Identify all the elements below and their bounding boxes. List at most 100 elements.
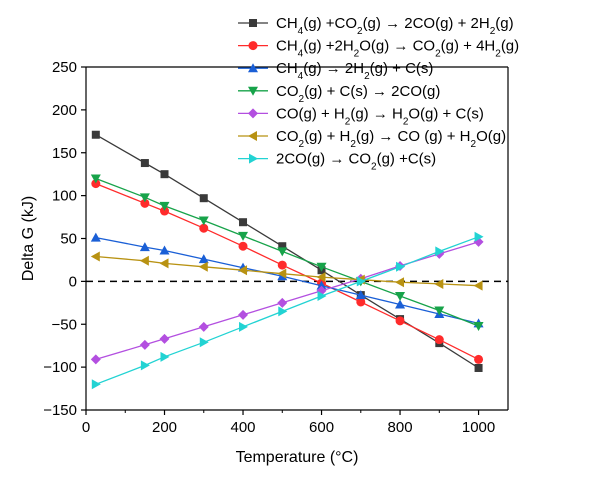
data-point bbox=[199, 194, 208, 203]
data-point bbox=[356, 276, 366, 287]
legend-entry-5: CO(g) + H2(g) → H2O(g) + C(s) bbox=[238, 105, 484, 127]
x-tick-label: 0 bbox=[82, 419, 90, 436]
legend-text: (g) bbox=[495, 15, 513, 32]
legend-text: (g) bbox=[501, 38, 519, 55]
legend-text: CO bbox=[276, 83, 299, 100]
data-point bbox=[140, 198, 150, 208]
legend-text: CH bbox=[276, 60, 298, 77]
data-point bbox=[198, 254, 209, 264]
data-point bbox=[160, 170, 169, 179]
legend-subscript: 2 bbox=[403, 116, 409, 127]
legend-text: (g) + H bbox=[304, 128, 350, 145]
data-point bbox=[396, 261, 406, 272]
legend-subscript: 2 bbox=[490, 26, 496, 37]
data-point bbox=[277, 260, 287, 270]
data-point bbox=[395, 299, 406, 309]
data-point bbox=[356, 297, 366, 307]
legend-subscript: 2 bbox=[371, 161, 377, 172]
data-point bbox=[140, 360, 150, 371]
legend-text: (g) +CO bbox=[303, 15, 357, 32]
y-tick-label: 50 bbox=[60, 231, 77, 248]
legend-entry-3: CH4(g) → 2H2(g) + C(s) bbox=[238, 60, 433, 82]
legend-label: CH4(g) +2H2O(g) → CO2(g) + 4H2(g) bbox=[276, 38, 519, 60]
y-axis-label: Delta G (kJ) bbox=[20, 196, 37, 281]
data-point bbox=[159, 201, 170, 211]
legend: CH4(g) +CO2(g) → 2CO(g) + 2H2(g)CH4(g) +… bbox=[238, 15, 519, 172]
data-point bbox=[139, 242, 150, 252]
x-axis-label: Temperature (°C) bbox=[236, 449, 359, 466]
series-line bbox=[95, 236, 479, 385]
legend-marker bbox=[248, 63, 258, 73]
data-point bbox=[198, 321, 209, 332]
data-point bbox=[277, 297, 288, 308]
data-point bbox=[160, 351, 170, 362]
data-point bbox=[277, 268, 287, 279]
data-point bbox=[395, 316, 405, 326]
x-tick-label: 600 bbox=[309, 419, 334, 436]
legend-marker bbox=[248, 131, 257, 141]
data-point bbox=[238, 265, 248, 276]
data-point bbox=[198, 261, 208, 272]
legend-text: CO bbox=[276, 128, 299, 145]
data-point bbox=[473, 280, 483, 291]
legend-subscript: 2 bbox=[471, 139, 477, 150]
data-point bbox=[90, 174, 101, 184]
legend-subscript: 2 bbox=[350, 139, 356, 150]
legend-entry-4: CO2(g) + C(s) → 2CO(g) bbox=[238, 83, 440, 104]
y-tick-label: 200 bbox=[52, 102, 77, 119]
y-tick-label: 250 bbox=[52, 59, 77, 76]
data-point bbox=[316, 262, 327, 272]
legend-text: (g) + 4H bbox=[441, 38, 496, 55]
data-point bbox=[140, 159, 149, 168]
legend-subscript: 4 bbox=[298, 71, 304, 82]
data-point bbox=[474, 354, 484, 364]
legend-text: (g) +2H bbox=[303, 38, 353, 55]
data-point bbox=[91, 179, 101, 189]
data-point bbox=[239, 321, 249, 332]
series-2 bbox=[91, 179, 484, 364]
data-point bbox=[434, 278, 444, 289]
series-line bbox=[95, 182, 479, 360]
legend-subscript: 2 bbox=[357, 26, 363, 37]
legend-text: (g) +C(s) bbox=[377, 151, 437, 168]
axes: 0 200 400 600 800 1000 −150 −100 −50 0 50 100 150 200… bbox=[43, 59, 509, 436]
legend-marker bbox=[249, 19, 257, 27]
data-point bbox=[435, 246, 445, 257]
legend-label: CO2(g) + H2(g) → CO (g) + H2O(g) bbox=[276, 128, 506, 150]
series-line bbox=[95, 177, 479, 327]
series-3 bbox=[90, 232, 484, 328]
data-point bbox=[238, 309, 249, 320]
legend-text: O(g) bbox=[476, 128, 506, 145]
data-point bbox=[238, 241, 248, 251]
x-tick-label: 200 bbox=[152, 419, 177, 436]
series-line bbox=[95, 236, 479, 325]
legend-text: O(g) → CO bbox=[359, 38, 435, 55]
legend-text: 2CO(g) → CO bbox=[276, 151, 371, 168]
data-point bbox=[395, 291, 406, 301]
data-point bbox=[278, 242, 287, 251]
legend-entry-2: CH4(g) +2H2O(g) → CO2(g) + 4H2(g) bbox=[238, 38, 519, 60]
data-point bbox=[159, 333, 170, 344]
legend-subscript: 2 bbox=[435, 48, 441, 59]
y-tick-label: 100 bbox=[52, 188, 77, 205]
data-point bbox=[160, 206, 170, 216]
legend-label: 2CO(g) → CO2(g) +C(s) bbox=[276, 151, 436, 173]
legend-text: CH bbox=[276, 15, 298, 32]
legend-entry-7: 2CO(g) → CO2(g) +C(s) bbox=[238, 151, 436, 173]
data-point bbox=[139, 339, 150, 350]
y-tick-label: −150 bbox=[43, 402, 77, 419]
legend-subscript: 2 bbox=[299, 139, 305, 150]
legend-subscript: 2 bbox=[364, 71, 370, 82]
data-point bbox=[91, 379, 101, 390]
legend-label: CH4(g) → 2H2(g) + C(s) bbox=[276, 60, 433, 82]
x-tick-label: 400 bbox=[231, 419, 256, 436]
data-point bbox=[316, 272, 326, 283]
legend-subscript: 2 bbox=[299, 93, 305, 104]
y-tick-label: 0 bbox=[69, 273, 77, 290]
legend-text: (g) → 2CO(g) + 2H bbox=[363, 15, 490, 32]
data-point bbox=[278, 306, 288, 317]
data-point bbox=[238, 231, 249, 241]
legend-text: CH bbox=[276, 38, 298, 55]
data-point bbox=[198, 216, 209, 226]
